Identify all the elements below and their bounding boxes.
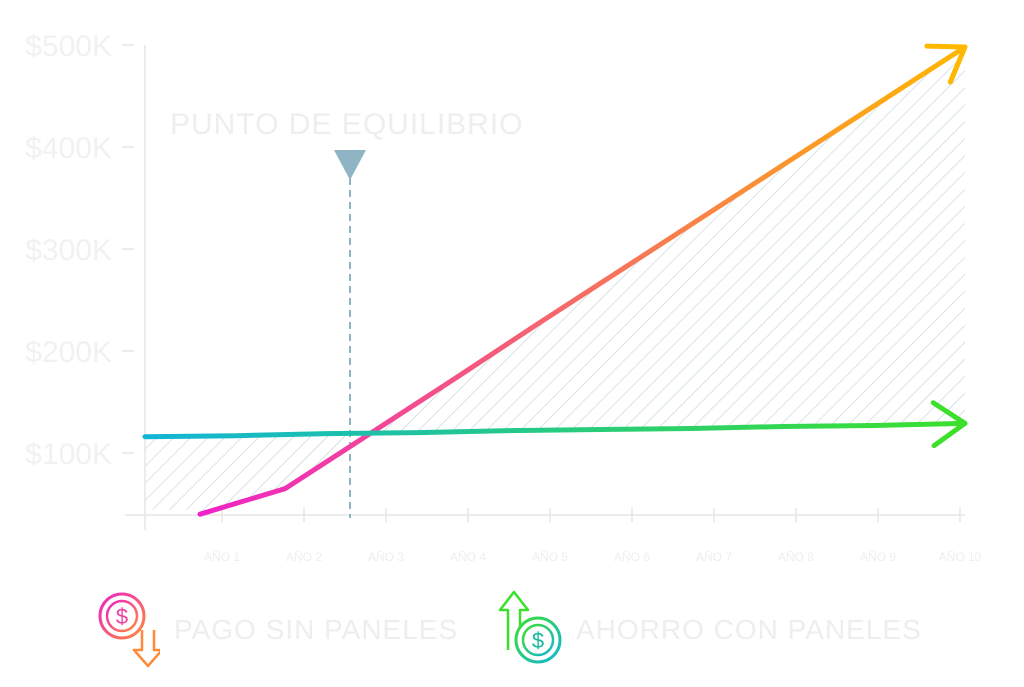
y-tick-label: $200K <box>25 336 112 369</box>
x-tick-label: AÑO 5 <box>532 550 568 564</box>
x-tick-label: AÑO 2 <box>286 550 322 564</box>
y-tick-label: $400K <box>25 132 112 165</box>
x-tick-label: AÑO 7 <box>696 550 732 564</box>
y-tick-label: $500K <box>25 30 112 63</box>
dollar-down-icon: $ <box>98 592 160 668</box>
svg-text:$: $ <box>116 604 128 629</box>
legend-item-ahorro: $ AHORRO CON PANELES <box>498 590 922 670</box>
x-tick-label: AÑO 9 <box>860 550 896 564</box>
x-tick-label: AÑO 8 <box>778 550 814 564</box>
x-tick-label: AÑO 3 <box>368 550 404 564</box>
x-tick-label: AÑO 4 <box>450 550 486 564</box>
series-arrowhead-1 <box>930 400 968 449</box>
dollar-up-icon: $ <box>498 590 562 664</box>
break-even-marker <box>334 150 366 180</box>
svg-text:$: $ <box>532 628 544 653</box>
break-even-label: PUNTO DE EQUILIBRIO <box>170 108 524 141</box>
series-line-0 <box>197 44 968 517</box>
legend-label-pago: PAGO SIN PANELES <box>174 614 459 645</box>
series-arrowhead-0 <box>924 43 968 85</box>
legend-label-ahorro: AHORRO CON PANELES <box>576 614 922 645</box>
y-tick-label: $100K <box>25 438 112 471</box>
chart: $100K $200K $300K $400K $500K AÑO 1 AÑO 2 AÑO 3… <box>25 30 982 564</box>
x-tick-label: AÑO 10 <box>939 550 982 564</box>
hatched-area <box>145 47 965 510</box>
legend-item-pago: $ PAGO SIN PANELES <box>96 590 458 670</box>
x-tick-label: AÑO 1 <box>204 550 240 564</box>
series-line-1 <box>142 420 968 440</box>
y-tick-label: $300K <box>25 234 112 267</box>
x-tick-label: AÑO 6 <box>614 550 650 564</box>
